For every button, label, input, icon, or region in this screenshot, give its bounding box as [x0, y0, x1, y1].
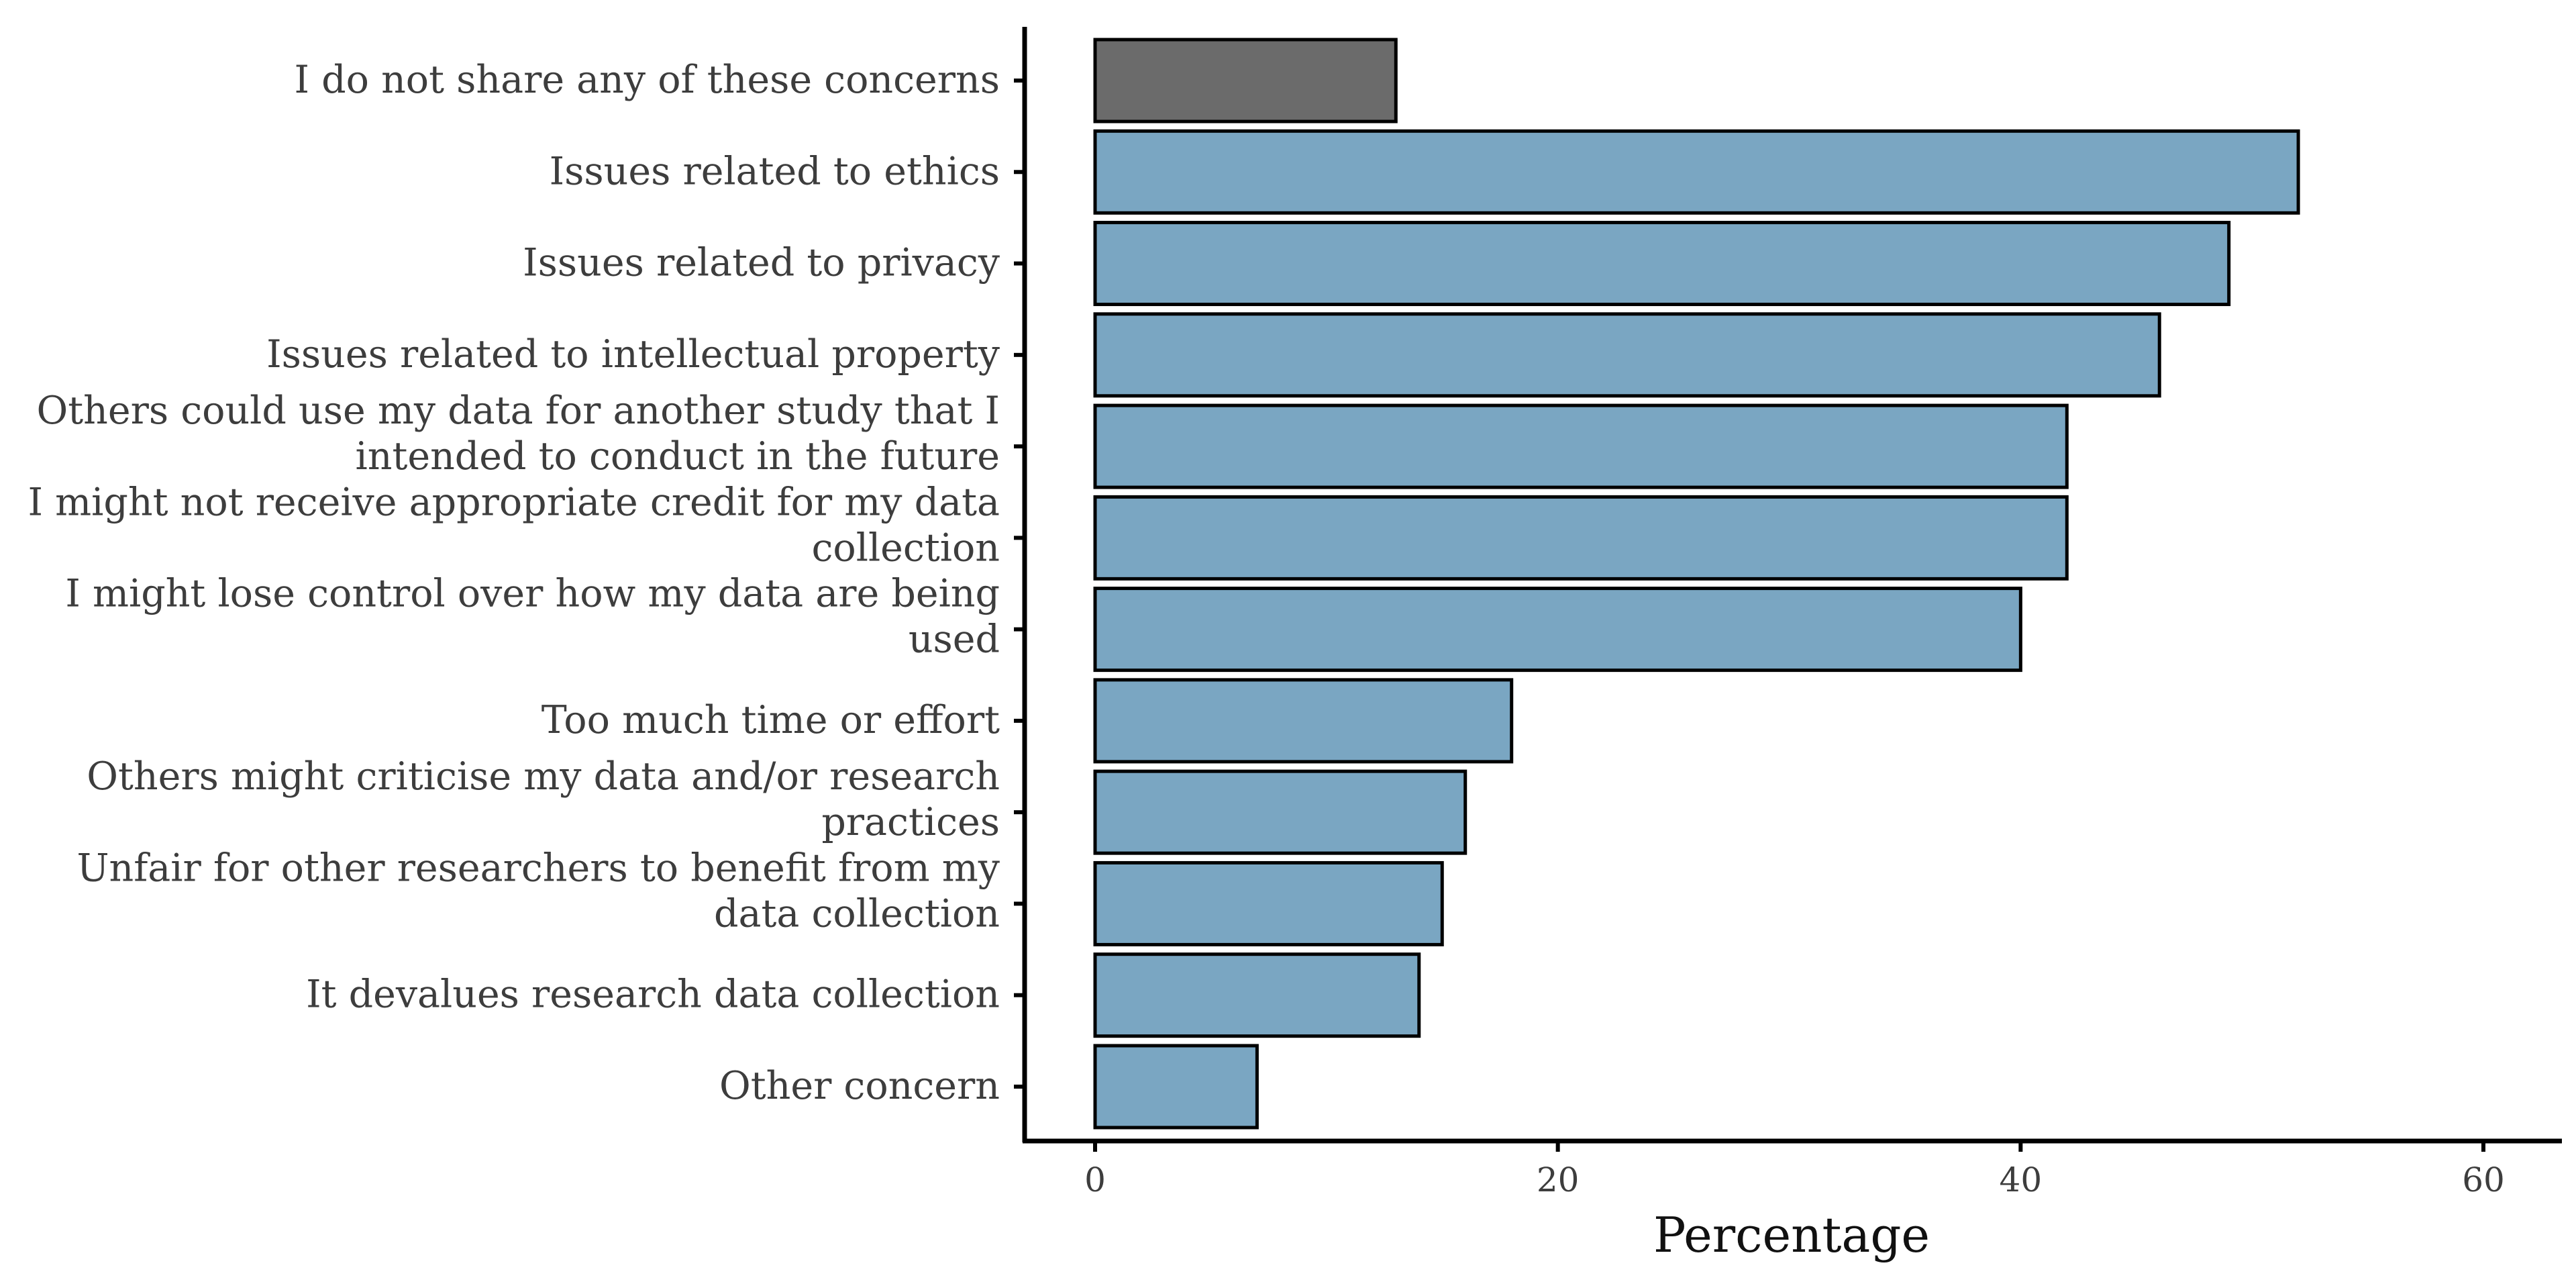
category-labels: I do not share any of these concerns Issu… — [28, 58, 1000, 1108]
category-label: Other concern — [719, 1064, 1000, 1108]
bar — [1093, 769, 1467, 855]
category-label-line: Issues related to privacy — [523, 241, 1000, 285]
bar — [1093, 38, 1398, 123]
category-label: Others could use my data for another stu… — [37, 389, 1000, 479]
category-label-line: practices — [821, 800, 1000, 844]
category-label-line: collection — [811, 526, 1000, 570]
bar — [1093, 312, 2161, 398]
category-label-line: It devalues research data collection — [306, 973, 1000, 1017]
category-label: I might lose control over how my data ar… — [65, 572, 1000, 662]
x-tick-label: 60 — [2462, 1160, 2505, 1199]
bar — [1093, 129, 2300, 215]
category-label-line: data collection — [714, 891, 1000, 936]
category-label: Issues related to intellectual property — [266, 332, 1000, 377]
category-label: Too much time or effort — [542, 698, 1000, 742]
category-label-line: Others might criticise my data and/or re… — [87, 754, 1000, 799]
category-label: Issues related to ethics — [550, 149, 1000, 193]
x-tick-label: 40 — [2000, 1160, 2043, 1199]
bar — [1093, 860, 1444, 946]
category-label-line: intended to conduct in the future — [356, 434, 1000, 479]
bar — [1093, 1044, 1259, 1130]
category-label: Issues related to privacy — [523, 241, 1000, 285]
category-label: Others might criticise my data and/or re… — [87, 754, 1000, 844]
category-label-line: Too much time or effort — [542, 698, 1000, 742]
category-label: I do not share any of these concerns — [295, 58, 1000, 102]
category-label-line: Other concern — [719, 1064, 1000, 1108]
category-label: It devalues research data collection — [306, 973, 1000, 1017]
x-tick-label: 0 — [1084, 1160, 1106, 1199]
bar — [1093, 221, 2231, 307]
category-label: I might not receive appropriate credit f… — [28, 480, 1000, 570]
x-axis-title: Percentage — [1653, 1207, 1930, 1263]
category-label-line: Issues related to ethics — [550, 149, 1000, 193]
bars-group — [1093, 38, 2300, 1130]
category-label-line: Others could use my data for another stu… — [37, 389, 1000, 433]
category-label-line: used — [909, 617, 1000, 662]
x-tick-label: 20 — [1537, 1160, 1580, 1199]
bar — [1093, 952, 1421, 1038]
bar — [1093, 587, 2022, 673]
x-axis-ticks: 0 20 40 60 — [1084, 1141, 2505, 1199]
bar — [1093, 403, 2069, 489]
category-label-line: Unfair for other researchers to benefit … — [76, 846, 1000, 890]
category-label-line: I do not share any of these concerns — [295, 58, 1000, 102]
category-label-line: Issues related to intellectual property — [266, 332, 1000, 377]
bar — [1093, 678, 1514, 764]
category-label-line: I might not receive appropriate credit f… — [28, 480, 1000, 524]
bar — [1093, 495, 2069, 581]
category-label-line: I might lose control over how my data ar… — [65, 572, 1000, 616]
category-label: Unfair for other researchers to benefit … — [76, 846, 1000, 936]
